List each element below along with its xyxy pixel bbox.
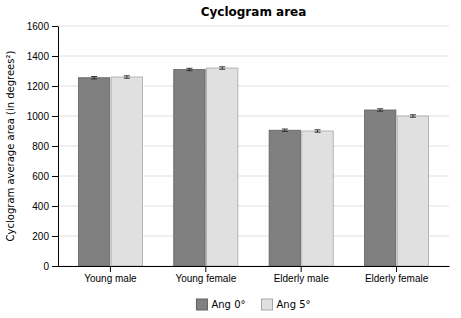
x-tick-mark: [205, 266, 206, 272]
legend-label: Ang 5°: [277, 299, 311, 310]
bar: [206, 68, 237, 266]
y-tick-mark: [52, 206, 58, 207]
series: [78, 68, 396, 266]
error-bar: [124, 76, 130, 78]
bar: [364, 110, 395, 266]
y-tick-mark: [52, 86, 58, 87]
bar: [269, 130, 300, 266]
y-tick-label: 600: [32, 171, 49, 182]
y-axis: 0 200 400 600 800 1000 1200 1400 1600: [27, 21, 59, 272]
bars: [78, 67, 428, 266]
y-tick-mark: [52, 236, 58, 237]
y-tick: 0: [43, 261, 58, 272]
x-tick-label: Elderly female: [365, 273, 429, 284]
y-tick-label: 1600: [27, 21, 50, 32]
y-tick-mark: [52, 266, 58, 267]
bar: [111, 77, 142, 266]
x-tick-label: Young male: [84, 273, 137, 284]
bar: [174, 70, 205, 267]
x-tick-mark: [396, 266, 397, 272]
y-tick-label: 1200: [27, 81, 50, 92]
x-axis: Young male Young female Elderly male Elderl…: [59, 266, 450, 284]
y-tick: 600: [32, 171, 58, 182]
y-tick-mark: [52, 116, 58, 117]
y-tick-mark: [52, 176, 58, 177]
x-axis-line: [59, 266, 450, 267]
y-tick-mark: [52, 26, 58, 27]
error-bar: [282, 129, 288, 131]
error-bar: [186, 68, 192, 70]
error-bar: [410, 115, 416, 117]
y-tick-label: 400: [32, 201, 49, 212]
legend-item: Ang 5°: [262, 299, 311, 310]
x-tick-mark: [110, 266, 111, 272]
y-tick: 1600: [27, 21, 58, 32]
series: [111, 67, 429, 266]
x-tick-label: Elderly male: [274, 273, 329, 284]
legend-swatch: [196, 299, 207, 310]
x-tick: Elderly male: [274, 266, 329, 284]
y-tick: 200: [32, 231, 58, 242]
y-tick-label: 200: [32, 231, 49, 242]
error-bar: [377, 109, 383, 111]
y-tick-label: 1400: [27, 51, 50, 62]
legend-item: Ang 0°: [196, 299, 245, 310]
legend: Ang 0° Ang 5°: [196, 299, 310, 310]
grid-line: [58, 56, 449, 57]
error-bar: [219, 67, 225, 69]
y-axis-title: Cyclogram average area (in degrees²): [5, 51, 16, 242]
y-tick-label: 0: [43, 261, 49, 272]
y-tick-mark: [52, 56, 58, 57]
y-tick: 1400: [27, 51, 58, 62]
bar: [78, 78, 109, 266]
bar: [302, 131, 333, 266]
legend-label: Ang 0°: [211, 299, 245, 310]
error-bar: [315, 130, 321, 132]
y-tick-label: 1000: [27, 111, 50, 122]
y-tick-label: 800: [32, 141, 49, 152]
bar: [397, 116, 428, 266]
y-tick: 1200: [27, 81, 58, 92]
x-tick: Elderly female: [365, 266, 429, 284]
y-tick: 1000: [27, 111, 58, 122]
x-tick: Young female: [175, 266, 236, 284]
y-axis-line: [58, 27, 59, 267]
plot-area: 02004006008001000120014001600Young maleY…: [27, 21, 450, 284]
error-bar: [91, 77, 97, 79]
grid: [58, 26, 449, 266]
grid-line: [58, 26, 449, 27]
y-tick: 400: [32, 201, 58, 212]
x-tick: Young male: [84, 266, 137, 284]
legend-swatch: [262, 299, 273, 310]
y-tick: 800: [32, 141, 58, 152]
y-tick-mark: [52, 146, 58, 147]
x-tick-label: Young female: [175, 273, 236, 284]
title: Cyclogram area: [201, 5, 307, 19]
x-tick-mark: [301, 266, 302, 272]
chart: 02004006008001000120014001600Young maleY…: [0, 0, 461, 318]
